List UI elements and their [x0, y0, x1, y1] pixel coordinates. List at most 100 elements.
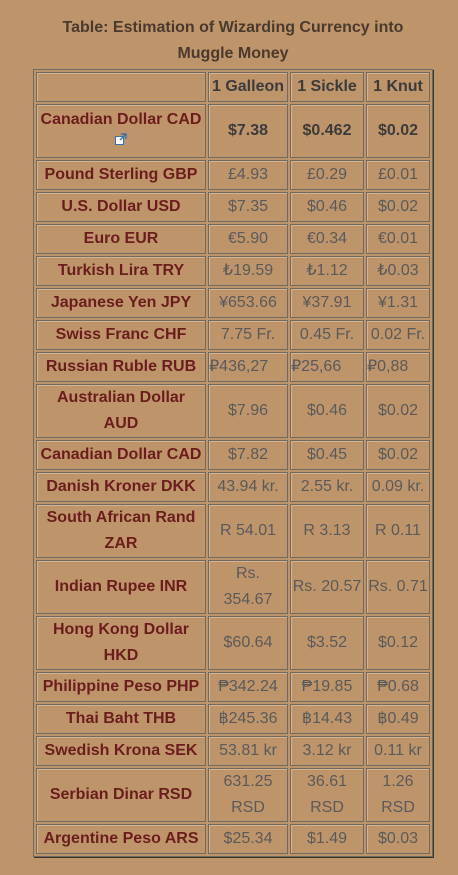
galleon-value: ₺19.59: [208, 256, 288, 286]
galleon-value: ¥653.66: [208, 288, 288, 318]
knut-value: ฿0.49: [366, 704, 430, 734]
currency-name: South African Rand ZAR: [36, 504, 206, 558]
table-row: South African Rand ZAR R 54.01 R 3.13 R …: [36, 504, 430, 558]
currency-name: Pound Sterling GBP: [36, 160, 206, 190]
sickle-value: R 3.13: [290, 504, 364, 558]
header-row: 1 Galleon 1 Sickle 1 Knut: [36, 72, 430, 102]
sickle-value: $0.46: [290, 192, 364, 222]
knut-value: 0.02 Fr.: [366, 320, 430, 350]
currency-table: 1 Galleon 1 Sickle 1 Knut Canadian Dolla…: [33, 69, 433, 857]
table-row: Swiss Franc CHF 7.75 Fr. 0.45 Fr. 0.02 F…: [36, 320, 430, 350]
currency-name: Argentine Peso ARS: [36, 824, 206, 854]
currency-name-line-1: Hong Kong Dollar: [53, 621, 189, 638]
table-row: Thai Baht THB ฿245.36 ฿14.43 ฿0.49: [36, 704, 430, 734]
currency-name-line-2: HKD: [103, 647, 139, 664]
table-row: Canadian Dollar CAD $7.38 $0.462 $0.02: [36, 104, 430, 158]
knut-value: €0.01: [366, 224, 430, 254]
table-row: Turkish Lira TRY ₺19.59 ₺1.12 ₺0.03: [36, 256, 430, 286]
galleon-value-line-1: Rs.: [236, 565, 260, 582]
table-row: Australian Dollar AUD $7.96 $0.46 $0.02: [36, 384, 430, 438]
currency-name-line-2: ZAR: [104, 535, 138, 552]
sickle-value: 36.61 RSD: [290, 768, 364, 822]
external-link-icon[interactable]: [37, 133, 205, 155]
knut-value: $0.03: [366, 824, 430, 854]
galleon-value: $60.64: [208, 616, 288, 670]
knut-value: ¥1.31: [366, 288, 430, 318]
sickle-value: £0.29: [290, 160, 364, 190]
knut-value: 1.26 RSD: [366, 768, 430, 822]
sickle-value: ₺1.12: [290, 256, 364, 286]
currency-name: Hong Kong Dollar HKD: [36, 616, 206, 670]
knut-value-line-1: 1.26: [382, 773, 414, 790]
currency-name: Canadian Dollar CAD: [36, 440, 206, 470]
galleon-value: ₱342.24: [208, 672, 288, 702]
knut-value: $0.02: [366, 440, 430, 470]
knut-value: ₽0,88: [366, 352, 430, 382]
header-galleon: 1 Galleon: [208, 72, 288, 102]
currency-name: Serbian Dinar RSD: [36, 768, 206, 822]
currency-name-line-1: South African Rand: [46, 509, 196, 526]
galleon-value: 631.25 RSD: [208, 768, 288, 822]
sickle-value: ₱19.85: [290, 672, 364, 702]
galleon-value: Rs. 354.67: [208, 560, 288, 614]
table-row: Indian Rupee INR Rs. 354.67 Rs. 20.57 Rs…: [36, 560, 430, 614]
currency-name-text: Canadian Dollar CAD: [40, 111, 202, 128]
currency-name: Russian Ruble RUB: [36, 352, 206, 382]
sickle-value: $3.52: [290, 616, 364, 670]
knut-value: ₺0.03: [366, 256, 430, 286]
caption-line-2: Muggle Money: [177, 45, 289, 62]
knut-value: $0.12: [366, 616, 430, 670]
knut-value: R 0.11: [366, 504, 430, 558]
sickle-value: $0.462: [290, 104, 364, 158]
galleon-value: $7.38: [208, 104, 288, 158]
table-row: Argentine Peso ARS $25.34 $1.49 $0.03: [36, 824, 430, 854]
table-row: Hong Kong Dollar HKD $60.64 $3.52 $0.12: [36, 616, 430, 670]
table-row: Canadian Dollar CAD $7.82 $0.45 $0.02: [36, 440, 430, 470]
sickle-value: 0.45 Fr.: [290, 320, 364, 350]
galleon-value: €5.90: [208, 224, 288, 254]
currency-name: Thai Baht THB: [36, 704, 206, 734]
galleon-value: ₽436,27: [208, 352, 288, 382]
knut-value: £0.01: [366, 160, 430, 190]
galleon-value: 53.81 kr: [208, 736, 288, 766]
table-row: Euro EUR €5.90 €0.34 €0.01: [36, 224, 430, 254]
knut-value: Rs. 0.71: [366, 560, 430, 614]
currency-name: Philippine Peso PHP: [36, 672, 206, 702]
currency-name: Australian Dollar AUD: [36, 384, 206, 438]
knut-value: $0.02: [366, 104, 430, 158]
knut-value: 0.09 kr.: [366, 472, 430, 502]
sickle-value-line-2: RSD: [310, 799, 344, 816]
knut-value-line-2: RSD: [381, 799, 415, 816]
sickle-value: $1.49: [290, 824, 364, 854]
currency-name: Japanese Yen JPY: [36, 288, 206, 318]
table-row: Serbian Dinar RSD 631.25 RSD 36.61 RSD 1…: [36, 768, 430, 822]
sickle-value: Rs. 20.57: [290, 560, 364, 614]
galleon-value: R 54.01: [208, 504, 288, 558]
table-row: Russian Ruble RUB ₽436,27 ₽25,66 ₽0,88: [36, 352, 430, 382]
header-empty: [36, 72, 206, 102]
sickle-value: ₽25,66: [290, 352, 364, 382]
knut-value: 0.11 kr: [366, 736, 430, 766]
caption-line-1: Table: Estimation of Wizarding Currency …: [62, 19, 404, 36]
sickle-value: $0.45: [290, 440, 364, 470]
galleon-value: $25.34: [208, 824, 288, 854]
table-row: Philippine Peso PHP ₱342.24 ₱19.85 ₱0.68: [36, 672, 430, 702]
currency-name-line-2: AUD: [103, 415, 139, 432]
sickle-value: 3.12 kr: [290, 736, 364, 766]
table-row: U.S. Dollar USD $7.35 $0.46 $0.02: [36, 192, 430, 222]
galleon-value-line-2: RSD: [231, 799, 265, 816]
table-row: Swedish Krona SEK 53.81 kr 3.12 kr 0.11 …: [36, 736, 430, 766]
header-knut: 1 Knut: [366, 72, 430, 102]
galleon-value-line-2: 354.67: [223, 591, 273, 608]
currency-name: Danish Kroner DKK: [36, 472, 206, 502]
galleon-value: 7.75 Fr.: [208, 320, 288, 350]
sickle-value-line-1: 36.61: [306, 773, 348, 790]
currency-name: Swiss Franc CHF: [36, 320, 206, 350]
currency-name: U.S. Dollar USD: [36, 192, 206, 222]
knut-value: $0.02: [366, 384, 430, 438]
currency-name: Euro EUR: [36, 224, 206, 254]
galleon-value: $7.96: [208, 384, 288, 438]
knut-value: $0.02: [366, 192, 430, 222]
table-row: Pound Sterling GBP £4.93 £0.29 £0.01: [36, 160, 430, 190]
